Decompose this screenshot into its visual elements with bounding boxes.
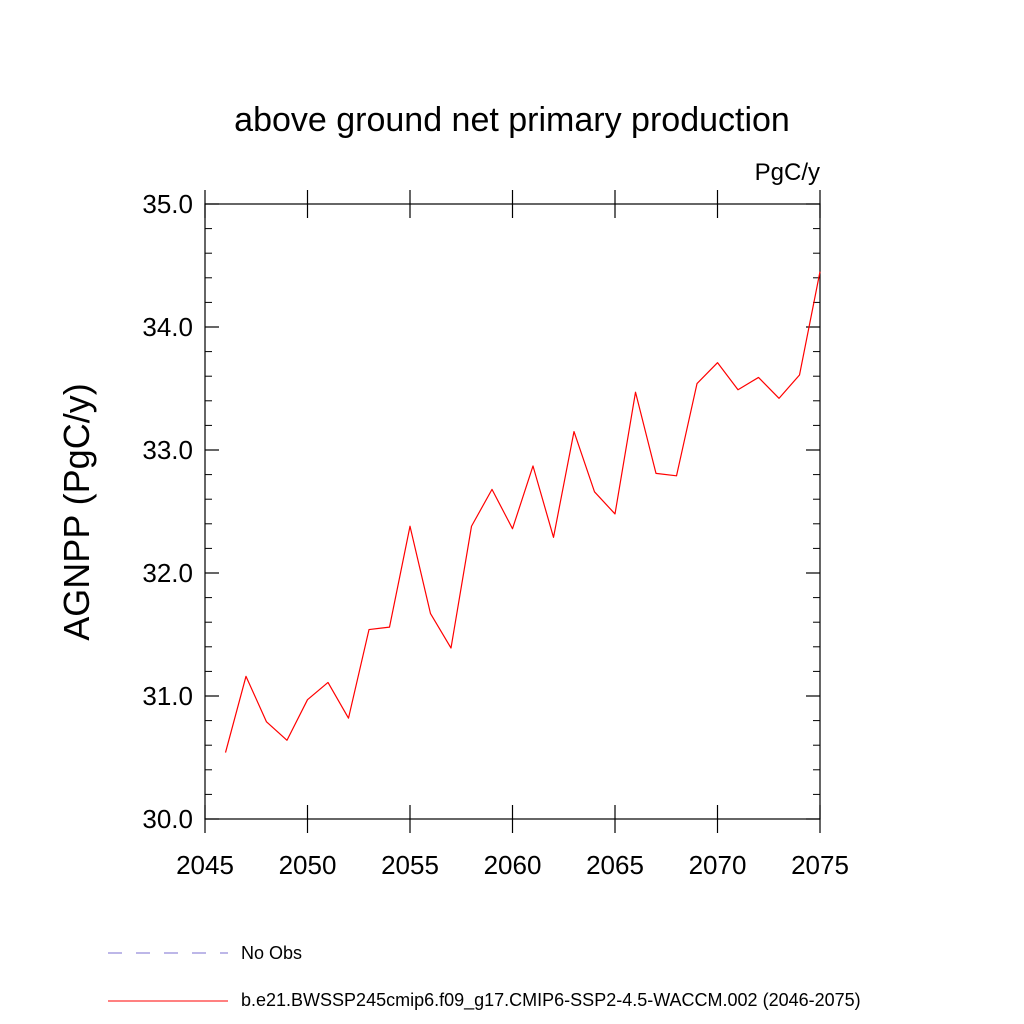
y-tick-label: 31.0	[142, 681, 193, 711]
x-tick-label: 2060	[484, 850, 542, 880]
units-label: PgC/y	[755, 159, 820, 186]
x-tick-label: 2065	[586, 850, 644, 880]
x-tick-label: 2070	[689, 850, 747, 880]
chart-title: above ground net primary production	[234, 101, 790, 139]
series-line-0	[224, 271, 821, 753]
y-tick-label: 33.0	[142, 435, 193, 465]
x-axis-ticks: 2045 2050 2055 2060 2065 2070 2075	[176, 190, 849, 880]
y-axis-label: AGNPP (PgC/y)	[56, 383, 97, 640]
y-tick-label: 32.0	[142, 558, 193, 588]
legend-label-no-obs: No Obs	[241, 943, 302, 963]
x-tick-label: 2045	[176, 850, 234, 880]
plot-frame	[204, 203, 821, 820]
y-tick-label: 30.0	[142, 804, 193, 834]
legend-label-model-run: b.e21.BWSSP245cmip6.f09_g17.CMIP6-SSP2-4…	[241, 990, 861, 1011]
legend: No Obs b.e21.BWSSP245cmip6.f09_g17.CMIP6…	[108, 943, 861, 1011]
x-tick-label: 2075	[791, 850, 849, 880]
y-tick-label: 34.0	[142, 312, 193, 342]
series-layer	[224, 271, 821, 753]
x-tick-label: 2050	[279, 850, 337, 880]
y-axis-ticks: 30.0 31.0 32.0 33.0 34.0 35.0	[142, 189, 820, 834]
x-tick-label: 2055	[381, 850, 439, 880]
y-tick-label: 35.0	[142, 189, 193, 219]
